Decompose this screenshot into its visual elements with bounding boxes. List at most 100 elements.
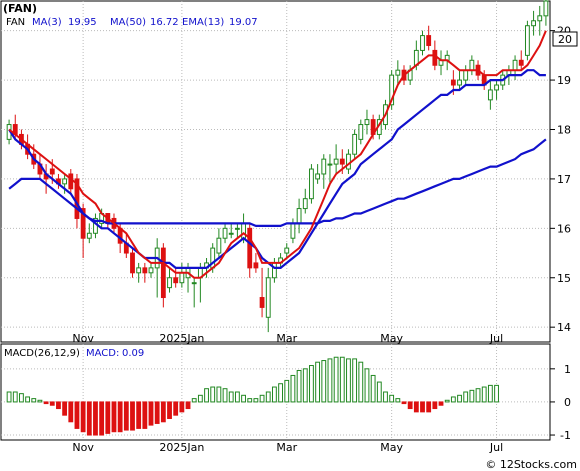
price-y-tick-label: 19 xyxy=(557,74,571,87)
candle-body xyxy=(173,277,179,284)
candle-body xyxy=(247,227,253,269)
macd-bar xyxy=(284,379,290,403)
macd-bar xyxy=(395,398,401,403)
macd-bar xyxy=(463,391,469,403)
macd-bar xyxy=(185,401,191,410)
macd-x-tick-label: Nov xyxy=(72,441,94,454)
macd-bar xyxy=(413,401,419,413)
macd-bar xyxy=(302,368,308,403)
candle-body xyxy=(130,252,135,274)
candle-body xyxy=(86,232,92,239)
candle-body xyxy=(450,79,456,86)
macd-bar xyxy=(352,358,358,403)
macd-bar xyxy=(197,394,203,403)
candle-body xyxy=(302,198,308,210)
macd-bar xyxy=(376,381,382,403)
price-y-tick-label: 18 xyxy=(557,123,571,136)
candle-body xyxy=(241,222,246,239)
macd-bar xyxy=(56,401,61,410)
macd-bar xyxy=(148,401,154,426)
macd-bar xyxy=(253,398,259,403)
candle-body xyxy=(253,262,259,269)
candle-body xyxy=(339,158,345,165)
candle-body xyxy=(321,158,327,175)
macd-bar xyxy=(241,394,246,403)
macd-bar xyxy=(358,361,364,403)
macd-bar xyxy=(364,368,370,403)
candle-body xyxy=(333,158,339,165)
macd-bar xyxy=(117,401,123,433)
macd-bar xyxy=(315,361,321,403)
ma50-line xyxy=(8,138,547,227)
macd-bar xyxy=(62,401,68,416)
candle-body xyxy=(426,35,432,46)
price-plot-area xyxy=(0,0,551,343)
candle-body xyxy=(234,227,240,230)
macd-bar xyxy=(160,401,166,423)
price-y-tick-label: 17 xyxy=(557,173,571,186)
macd-x-tick-label: 2025Jan xyxy=(159,441,204,454)
candle-body xyxy=(389,74,395,106)
price-x-tick-label: Nov xyxy=(72,332,94,345)
macd-bar xyxy=(327,358,333,403)
price-x-axis: Nov2025JanMarMayJulSep xyxy=(72,332,503,345)
macd-y-axis: 1 0 -1 xyxy=(550,363,571,442)
legend-ma50-value: 16.72 xyxy=(150,17,179,28)
candle-body xyxy=(216,237,222,254)
price-y-tick-label: 14 xyxy=(557,321,571,334)
candle-body xyxy=(309,168,314,200)
candle-body xyxy=(179,272,185,284)
chart-title: (FAN) xyxy=(3,2,37,15)
candle-body xyxy=(352,133,358,155)
macd-y-tick-label: -1 xyxy=(560,429,571,442)
candle-body xyxy=(537,15,543,22)
macd-title: MACD(26,12,9) xyxy=(4,348,80,359)
candle-body xyxy=(395,69,401,76)
macd-bar xyxy=(136,401,142,429)
macd-bar xyxy=(333,356,339,403)
candle-body xyxy=(518,59,524,66)
macd-bar xyxy=(210,386,216,403)
candle-body xyxy=(494,84,499,91)
macd-bar xyxy=(339,356,345,403)
macd-bar xyxy=(142,401,148,429)
last-price-label: 20 xyxy=(558,33,572,46)
macd-bar xyxy=(49,401,55,406)
ma3-line xyxy=(8,30,547,279)
legend-ma3-label: MA(3) xyxy=(32,17,62,28)
ema13-line xyxy=(8,69,546,269)
candle-body xyxy=(487,89,493,101)
macd-x-axis: Nov2025JanMarMayJulSep xyxy=(72,441,503,454)
macd-bar xyxy=(80,401,86,433)
candle-body xyxy=(191,282,197,285)
macd-bar xyxy=(74,401,80,429)
candle-body xyxy=(524,25,530,56)
macd-bar xyxy=(123,401,129,431)
candle-body xyxy=(296,208,302,224)
macd-bars xyxy=(6,356,499,436)
macd-bar xyxy=(86,401,92,436)
macd-bar xyxy=(25,396,31,403)
macd-bar xyxy=(457,394,462,403)
candle-body xyxy=(512,59,518,71)
candle-body xyxy=(346,153,351,170)
candle-body xyxy=(228,232,234,235)
macd-bar xyxy=(272,386,277,403)
macd-bar xyxy=(389,394,395,403)
candle-body xyxy=(284,247,290,254)
macd-bar xyxy=(191,398,197,403)
macd-bar xyxy=(6,391,12,403)
price-y-tick-label: 15 xyxy=(557,272,571,285)
macd-bar xyxy=(130,401,135,431)
macd-bar xyxy=(346,358,351,403)
macd-bar xyxy=(370,374,376,403)
candle-body xyxy=(68,173,74,190)
macd-bar xyxy=(37,399,43,403)
macd-bar xyxy=(234,391,240,403)
candle-body xyxy=(315,173,321,180)
macd-bar xyxy=(31,398,37,403)
macd-bar xyxy=(99,401,105,436)
macd-bar xyxy=(12,391,18,403)
macd-bar xyxy=(426,401,432,413)
